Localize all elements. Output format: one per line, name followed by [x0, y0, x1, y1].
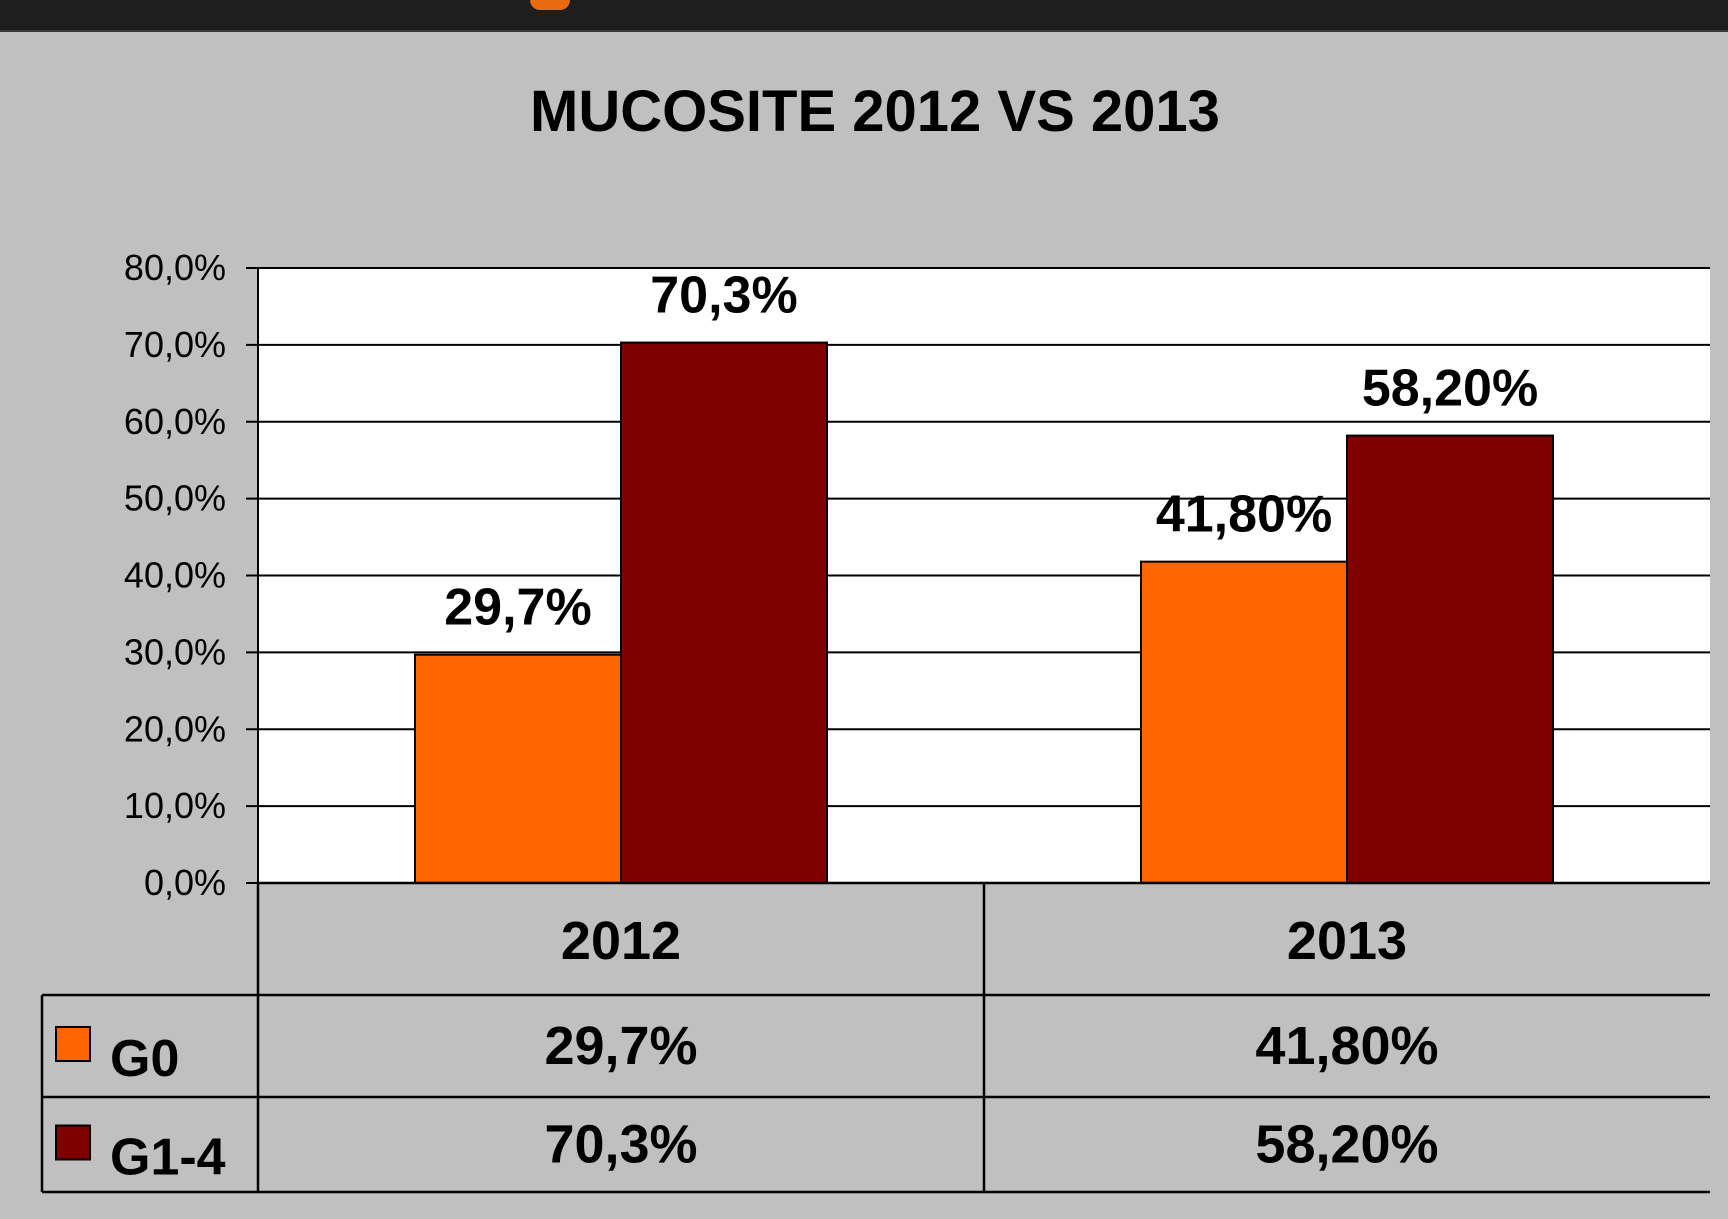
y-tick-label: 60,0% [124, 401, 226, 442]
table-cell: 58,20% [1255, 1115, 1438, 1175]
y-tick-label: 10,0% [124, 785, 226, 826]
table-cell: 41,80% [1255, 1016, 1438, 1076]
logo-fragment [530, 0, 570, 10]
y-tick-label: 80,0% [124, 247, 226, 288]
bar-g0-2012 [414, 653, 622, 885]
chart-title: MUCOSITE 2012 VS 2013 [530, 79, 1220, 144]
data-label: 58,20% [1362, 360, 1538, 418]
y-tick-label: 70,0% [124, 324, 226, 365]
legend-swatch [55, 1124, 91, 1161]
y-tick-label: 40,0% [124, 555, 226, 596]
bar-g1-4-2012 [620, 341, 828, 885]
legend-label: G1-4 [110, 1129, 226, 1187]
y-tick-label: 30,0% [124, 631, 226, 672]
legend-label: G0 [110, 1030, 179, 1088]
data-label: 41,80% [1156, 486, 1332, 544]
data-label: 29,7% [444, 579, 591, 637]
top-bar [0, 0, 1728, 32]
bar-g1-4-2013 [1346, 434, 1554, 884]
y-tick-label: 0,0% [144, 862, 226, 903]
table-cell: 70,3% [544, 1115, 697, 1175]
x-category-label: 2013 [1287, 911, 1407, 971]
bar-g0-2013 [1140, 560, 1348, 884]
legend-swatch [55, 1026, 91, 1062]
y-tick-label: 20,0% [124, 708, 226, 749]
y-tick-label: 50,0% [124, 478, 226, 519]
table-cell: 29,7% [544, 1016, 697, 1076]
data-label: 70,3% [650, 267, 797, 325]
x-category-label: 2012 [561, 911, 681, 971]
